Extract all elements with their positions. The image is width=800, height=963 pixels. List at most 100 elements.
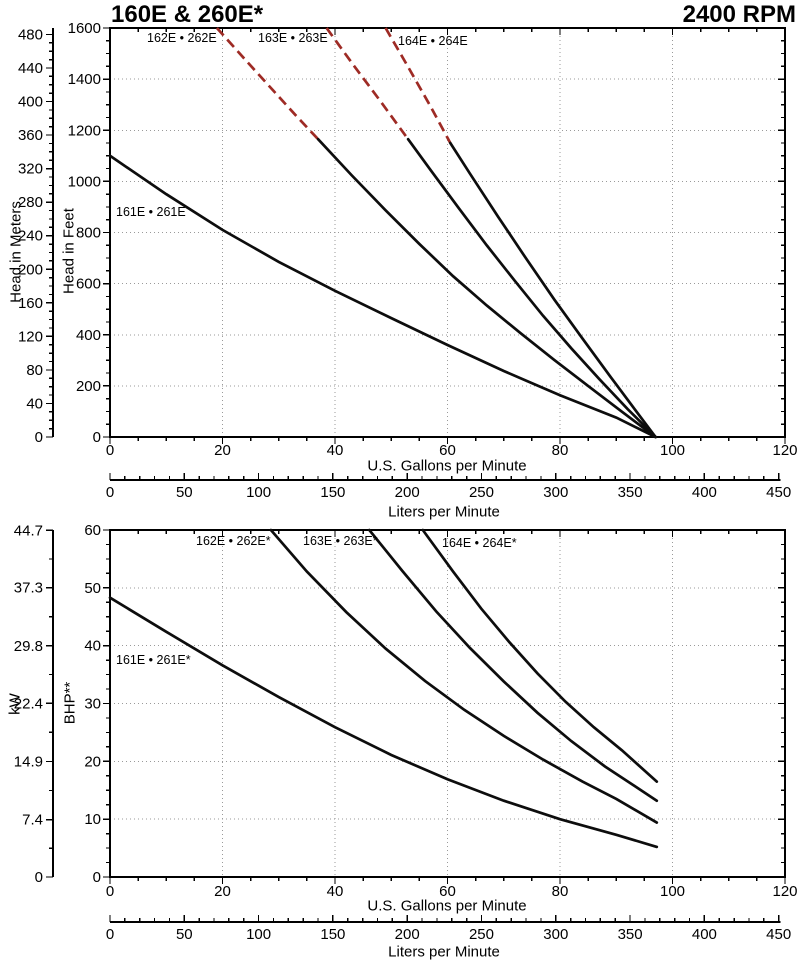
svg-text:29.8: 29.8 xyxy=(14,638,43,655)
svg-text:60: 60 xyxy=(439,883,456,900)
svg-text:14.9: 14.9 xyxy=(14,753,43,770)
curve-label-162e-262e-star: 162E • 262E* xyxy=(196,534,271,548)
svg-text:300: 300 xyxy=(543,484,568,501)
svg-text:1400: 1400 xyxy=(68,71,101,88)
liters-tick-labels: 0 50 100 150 200 250 300 350 400 450 xyxy=(106,484,791,501)
svg-text:440: 440 xyxy=(18,60,43,77)
head-meters-axis-title: Head in Meters xyxy=(7,201,25,303)
svg-text:22.4: 22.4 xyxy=(14,695,43,712)
svg-text:1600: 1600 xyxy=(68,20,101,37)
svg-text:80: 80 xyxy=(26,362,43,379)
svg-text:450: 450 xyxy=(766,484,791,501)
svg-text:0: 0 xyxy=(106,442,114,459)
svg-text:150: 150 xyxy=(320,484,345,501)
svg-text:360: 360 xyxy=(18,127,43,144)
liters-axis-ticks xyxy=(109,473,780,480)
svg-text:7.4: 7.4 xyxy=(22,812,43,829)
bhp-capacity-chart: 0 20 40 60 80 100 120 0 10 20 30 40 50 60 0 7.4 14.9 22.4… xyxy=(14,522,798,943)
head-feet-axis-title: Head in Feet xyxy=(60,208,78,294)
svg-text:40: 40 xyxy=(327,883,344,900)
svg-text:250: 250 xyxy=(469,484,494,501)
svg-text:400: 400 xyxy=(18,94,43,111)
svg-text:1200: 1200 xyxy=(68,122,101,139)
svg-text:40: 40 xyxy=(84,638,101,655)
svg-text:240: 240 xyxy=(18,228,43,245)
svg-text:50: 50 xyxy=(176,484,193,501)
curve-label-163e-263e-star: 163E • 263E* xyxy=(303,534,378,548)
svg-text:40: 40 xyxy=(26,395,43,412)
svg-text:400: 400 xyxy=(692,484,717,501)
svg-text:80: 80 xyxy=(552,883,569,900)
dashed-segment-162E • 262E xyxy=(215,27,320,141)
svg-text:400: 400 xyxy=(76,327,101,344)
svg-text:0: 0 xyxy=(35,429,43,446)
curve-164E • 264E* xyxy=(421,528,659,783)
secondary-y-tick-labels: 0 7.4 14.9 22.4 29.8 37.3 44.7 xyxy=(14,522,43,886)
curve-161E • 261E xyxy=(108,154,657,439)
svg-text:50: 50 xyxy=(84,580,101,597)
svg-text:40: 40 xyxy=(327,442,344,459)
curve-162E • 262E* xyxy=(269,528,659,824)
curve-label-161e-261e-star: 161E • 261E* xyxy=(116,653,191,667)
svg-text:37.3: 37.3 xyxy=(14,580,43,597)
dashed-segment-164E • 264E xyxy=(384,27,452,144)
svg-text:480: 480 xyxy=(18,26,43,43)
svg-text:0: 0 xyxy=(93,429,101,446)
svg-text:0: 0 xyxy=(106,926,114,943)
svg-text:60: 60 xyxy=(439,442,456,459)
kw-axis-title: kW xyxy=(6,693,24,715)
plot-frame xyxy=(109,27,786,438)
curve-label-161e-261e: 161E • 261E xyxy=(116,205,186,219)
curve-label-163e-263e: 163E • 263E xyxy=(258,31,328,45)
svg-text:100: 100 xyxy=(660,883,685,900)
svg-text:20: 20 xyxy=(214,442,231,459)
svg-text:200: 200 xyxy=(76,378,101,395)
rpm-label: 2400 RPM xyxy=(682,1,796,28)
curve-162E • 262E xyxy=(316,137,657,439)
curve-label-162e-262e: 162E • 262E xyxy=(147,31,217,45)
x-tick-labels: 0 20 40 60 80 100 120 xyxy=(106,442,798,459)
svg-text:10: 10 xyxy=(84,811,101,828)
svg-text:0: 0 xyxy=(35,869,43,886)
svg-text:200: 200 xyxy=(18,261,43,278)
liters-tick-labels: 0 50 100 150 200 250 300 350 400 450 xyxy=(106,926,791,943)
svg-text:300: 300 xyxy=(543,926,568,943)
svg-text:350: 350 xyxy=(618,484,643,501)
svg-text:100: 100 xyxy=(246,926,271,943)
svg-text:100: 100 xyxy=(660,442,685,459)
svg-text:100: 100 xyxy=(246,484,271,501)
svg-text:80: 80 xyxy=(552,442,569,459)
curve-label-164e-264e: 164E • 264E xyxy=(398,34,468,48)
svg-text:200: 200 xyxy=(395,484,420,501)
x-tick-labels: 0 20 40 60 80 100 120 xyxy=(106,883,798,900)
svg-text:0: 0 xyxy=(93,869,101,886)
svg-text:160: 160 xyxy=(18,295,43,312)
svg-text:120: 120 xyxy=(772,442,797,459)
svg-text:250: 250 xyxy=(469,926,494,943)
axis-ticks xyxy=(103,27,786,444)
svg-text:600: 600 xyxy=(76,276,101,293)
curve-164E • 264E xyxy=(448,141,657,439)
page-title: 160E & 260E* xyxy=(111,1,264,28)
secondary-y-ticks xyxy=(46,529,53,878)
gridlines xyxy=(110,530,785,877)
svg-text:350: 350 xyxy=(618,926,643,943)
lpm-axis-title-top: Liters per Minute xyxy=(388,503,500,521)
gridlines xyxy=(110,28,785,437)
svg-text:20: 20 xyxy=(214,883,231,900)
lpm-axis-title-bottom: Liters per Minute xyxy=(388,943,500,961)
svg-text:20: 20 xyxy=(84,753,101,770)
curve-label-164e-264e-star: 164E • 264E* xyxy=(442,536,517,550)
svg-text:120: 120 xyxy=(772,883,797,900)
y-tick-labels: 0 200 400 600 800 1000 1200 1400 1600 xyxy=(68,20,101,446)
svg-text:120: 120 xyxy=(18,328,43,345)
curve-163E • 263E* xyxy=(367,528,659,803)
svg-text:200: 200 xyxy=(395,926,420,943)
axis-ticks xyxy=(103,529,786,884)
svg-text:0: 0 xyxy=(106,484,114,501)
gpm-axis-title-bottom: U.S. Gallons per Minute xyxy=(367,897,527,915)
y-tick-labels: 0 10 20 30 40 50 60 xyxy=(84,522,101,886)
svg-text:400: 400 xyxy=(692,926,717,943)
gpm-axis-title-top: U.S. Gallons per Minute xyxy=(367,457,527,475)
